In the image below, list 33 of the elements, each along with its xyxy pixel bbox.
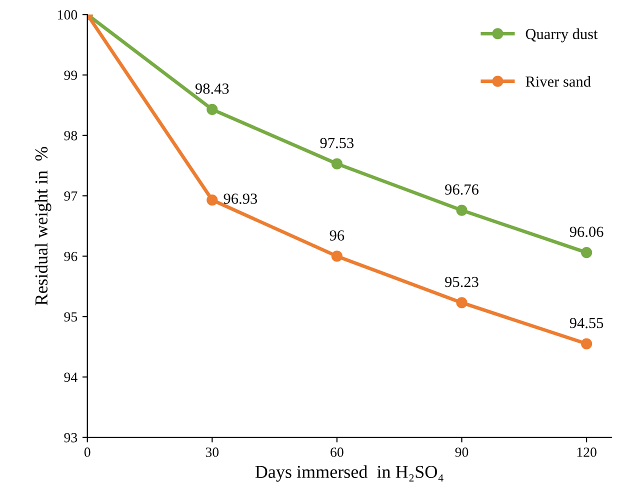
point [331,250,343,262]
y-tick-label: 100 [58,10,78,20]
data-label: 96.93 [224,194,258,204]
x-tick-label: 60 [330,448,344,457]
y-tick-label: 96 [64,252,78,262]
y-tick-label: 93 [64,433,78,442]
point [456,204,468,216]
y-tick-label: 98 [64,130,78,140]
x-axis-title: Days immersed in H₂SO₄ [255,465,444,482]
point [206,104,218,115]
legend-label: Quarry dust [526,28,598,42]
point [581,338,592,350]
y-tick-label: 99 [64,70,78,80]
point [456,297,468,308]
x-tick-label: 120 [577,448,596,457]
point [581,247,592,258]
data-label: 96 [330,230,344,241]
data-label: 97.53 [320,138,354,148]
x-tick-label: 0 [84,448,90,457]
data-label: 94.55 [570,318,604,328]
point [206,194,218,206]
y-tick-label: 95 [64,312,78,322]
data-label: 95.23 [445,276,478,288]
data-label: 96.76 [445,184,478,195]
y-axis-title: Residual weight in % [34,146,52,306]
x-tick-label: 90 [455,448,468,457]
point [331,158,343,170]
y-tick-label: 94 [64,372,78,382]
data-label: 98.43 [195,84,229,94]
x-tick-label: 30 [206,448,219,457]
data-label: 96.06 [570,226,604,238]
legend-label: River sand [526,76,591,87]
y-tick-label: 97 [64,191,78,201]
